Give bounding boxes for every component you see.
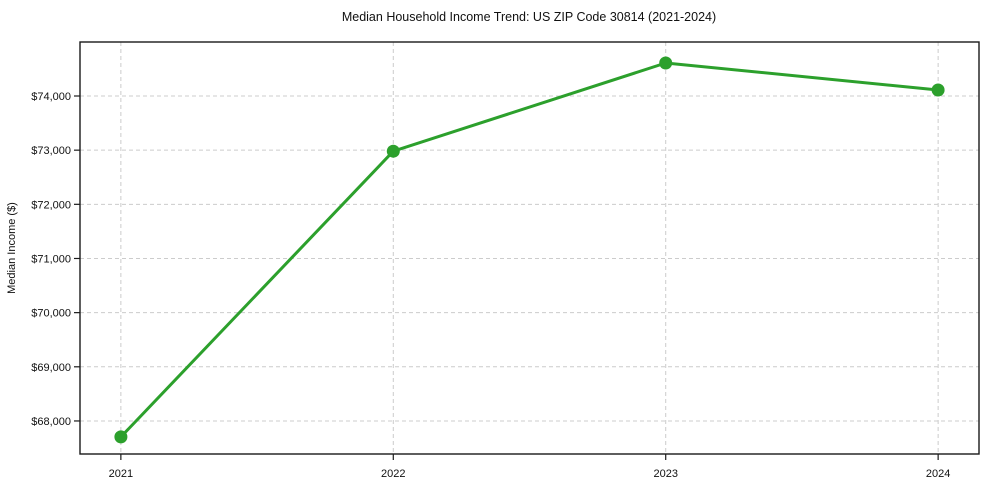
data-point-2023	[659, 56, 673, 70]
y-tick-label: $68,000	[31, 416, 71, 428]
x-tick-label: 2021	[109, 468, 133, 480]
y-tick-label: $71,000	[31, 253, 71, 265]
data-point-2024	[931, 83, 945, 97]
trend-line	[119, 61, 940, 439]
data-point-2022	[386, 144, 400, 158]
plot-border	[79, 41, 980, 455]
x-tick-label: 2022	[381, 468, 405, 480]
chart-title: Median Household Income Trend: US ZIP Co…	[342, 10, 716, 24]
y-tick-label: $74,000	[31, 91, 71, 103]
y-axis-label: Median Income ($)	[6, 202, 18, 294]
y-tick-label: $69,000	[31, 362, 71, 374]
x-tick-label: 2024	[926, 468, 950, 480]
axis-layer: 2021 2022 2023 2024 $68,000 $69,000 $70,000 $71…	[31, 41, 980, 480]
series-layer	[114, 56, 945, 444]
y-tick-label: $72,000	[31, 199, 71, 211]
y-tick-label: $73,000	[31, 145, 71, 157]
data-point-2021	[114, 430, 128, 444]
grid-layer	[80, 42, 979, 454]
y-tick-label: $70,000	[31, 308, 71, 320]
x-tick-label: 2023	[653, 468, 677, 480]
